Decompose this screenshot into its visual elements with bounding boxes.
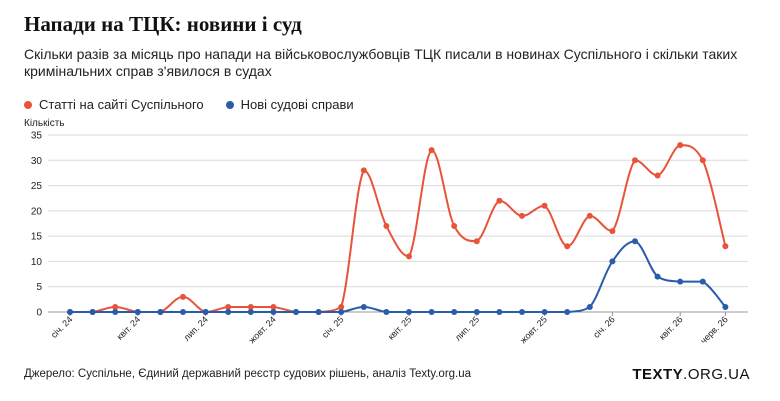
- y-tick-label: 25: [31, 181, 43, 192]
- data-point-1[interactable]: [654, 273, 661, 280]
- data-point-0[interactable]: [406, 253, 412, 260]
- legend: Статті на сайті Суспільного Нові судові …: [24, 97, 354, 112]
- data-point-0[interactable]: [383, 223, 390, 230]
- legend-label-articles: Статті на сайті Суспільного: [39, 97, 204, 112]
- data-point-0[interactable]: [180, 293, 186, 300]
- data-point-0[interactable]: [699, 157, 706, 164]
- data-point-0[interactable]: [270, 303, 277, 310]
- chart-title: Напади на ТЦК: новини і суд: [24, 12, 302, 36]
- x-tick-label: січ. 26: [591, 314, 617, 340]
- x-tick-label: жовт. 24: [247, 314, 278, 345]
- legend-label-cases: Нові судові справи: [240, 97, 354, 112]
- data-point-0[interactable]: [473, 238, 480, 245]
- data-point-1[interactable]: [67, 309, 73, 315]
- data-point-0[interactable]: [632, 157, 638, 164]
- y-tick-label: 0: [36, 308, 42, 319]
- y-tick-label: 35: [31, 131, 43, 142]
- data-point-1[interactable]: [202, 309, 209, 315]
- data-point-1[interactable]: [360, 303, 367, 310]
- data-point-1[interactable]: [564, 309, 571, 315]
- data-point-1[interactable]: [609, 258, 616, 265]
- y-axis-label: Кількість: [24, 118, 64, 129]
- legend-item-cases: Нові судові справи: [225, 97, 354, 112]
- data-point-1[interactable]: [473, 309, 480, 315]
- chart-subtitle: Скільки разів за місяць про напади на ві…: [24, 46, 738, 79]
- x-tick-label: жовт. 25: [518, 314, 549, 345]
- x-tick-label: січ. 24: [49, 314, 75, 340]
- data-point-0[interactable]: [722, 243, 729, 250]
- data-point-1[interactable]: [293, 309, 299, 315]
- y-tick-label: 10: [31, 257, 43, 268]
- source-note: Джерело: Суспільне, Єдиний державний реє…: [24, 368, 472, 380]
- data-point-0[interactable]: [586, 212, 593, 219]
- data-point-1[interactable]: [541, 309, 548, 315]
- data-point-1[interactable]: [699, 278, 706, 285]
- data-point-0[interactable]: [360, 167, 367, 174]
- logo-rest: .ORG.UA: [683, 366, 750, 383]
- data-point-0[interactable]: [428, 147, 435, 154]
- data-point-0[interactable]: [451, 223, 458, 230]
- data-point-0[interactable]: [564, 243, 571, 250]
- x-tick-label: лип. 25: [453, 314, 481, 342]
- data-point-0[interactable]: [496, 197, 503, 204]
- data-point-1[interactable]: [722, 303, 729, 310]
- data-point-0[interactable]: [654, 172, 661, 179]
- data-point-1[interactable]: [134, 309, 141, 315]
- data-point-1[interactable]: [519, 309, 525, 315]
- data-point-1[interactable]: [677, 278, 684, 285]
- data-point-1[interactable]: [315, 309, 322, 315]
- x-tick-label: квіт. 24: [115, 314, 142, 341]
- data-point-0[interactable]: [677, 142, 684, 149]
- legend-dot-cases: [225, 100, 234, 109]
- data-point-1[interactable]: [225, 309, 232, 315]
- data-point-1[interactable]: [632, 238, 638, 245]
- x-tick-label: квіт. 26: [657, 314, 684, 341]
- line-chart: Кількість 0 5 10 15 20 25 30 35 січ. 24 квіт. 24…: [24, 118, 748, 346]
- texty-logo: TEXTY.ORG.UA: [632, 366, 750, 383]
- logo-bold: TEXTY: [632, 366, 684, 383]
- data-point-1[interactable]: [428, 309, 435, 315]
- data-point-1[interactable]: [247, 309, 254, 315]
- x-tick-label: черв. 26: [698, 314, 729, 345]
- legend-item-articles: Статті на сайті Суспільного: [24, 97, 204, 112]
- data-point-1[interactable]: [451, 309, 458, 315]
- legend-dot-articles: [24, 100, 32, 109]
- data-point-1[interactable]: [383, 309, 390, 315]
- data-point-0[interactable]: [338, 303, 345, 310]
- data-point-1[interactable]: [496, 309, 503, 315]
- data-point-0[interactable]: [247, 303, 254, 310]
- x-tick-label: квіт. 25: [386, 314, 413, 341]
- data-point-1[interactable]: [180, 309, 186, 315]
- series-line-1: [69, 240, 727, 314]
- data-point-0[interactable]: [225, 303, 232, 310]
- data-point-0[interactable]: [519, 212, 525, 219]
- data-point-1[interactable]: [112, 309, 119, 315]
- y-tick-label: 20: [31, 206, 43, 217]
- data-point-0[interactable]: [609, 228, 616, 235]
- data-point-0[interactable]: [112, 303, 119, 310]
- y-tick-label: 30: [31, 156, 43, 167]
- x-tick-label: лип. 24: [182, 314, 210, 342]
- data-point-1[interactable]: [338, 309, 345, 315]
- data-point-1[interactable]: [406, 309, 412, 315]
- data-point-0[interactable]: [541, 202, 548, 209]
- data-point-1[interactable]: [270, 309, 277, 315]
- data-point-1[interactable]: [157, 309, 164, 315]
- data-point-1[interactable]: [89, 309, 96, 315]
- y-tick-label: 5: [36, 282, 42, 293]
- data-point-1[interactable]: [586, 303, 593, 310]
- x-tick-label: січ. 25: [320, 314, 346, 340]
- y-tick-label: 15: [31, 232, 43, 243]
